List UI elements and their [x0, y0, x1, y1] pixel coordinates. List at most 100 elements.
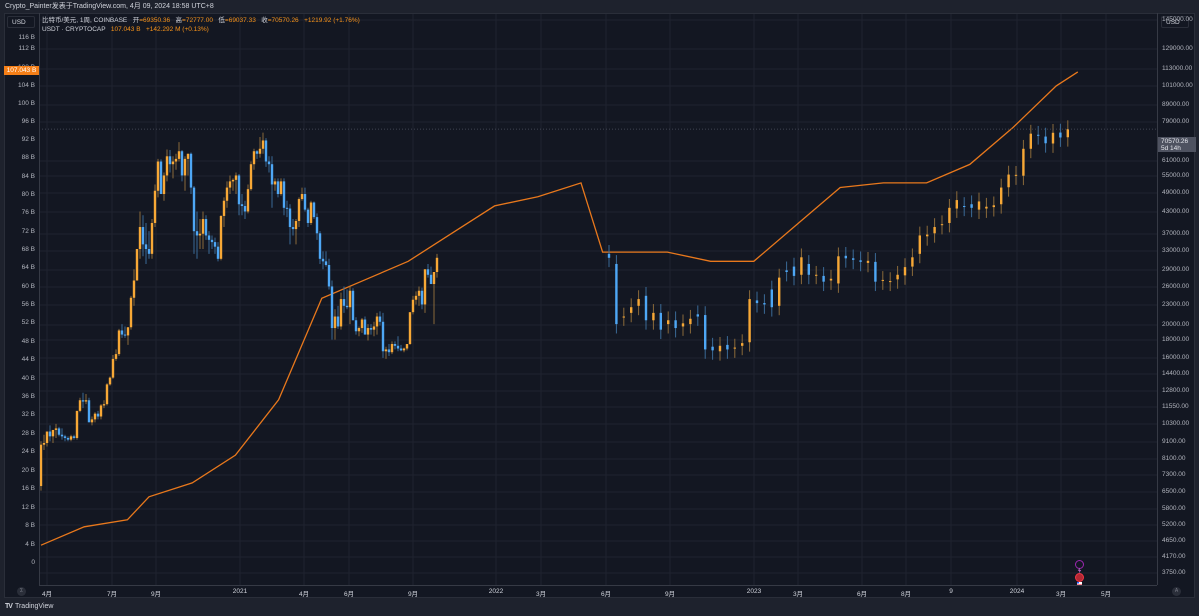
legend-open: =69350.36 [139, 17, 171, 24]
left-axis-tick: 44 B [21, 356, 35, 363]
time-axis-tick: 3月 [535, 591, 547, 598]
time-axis-tick: 9 [949, 588, 953, 595]
right-axis-tick: 145000.00 [1162, 16, 1193, 23]
right-axis-tick: 14400.00 [1162, 370, 1190, 377]
right-axis-tick: 55000.00 [1162, 172, 1190, 179]
left-axis-tick: 72 B [21, 228, 35, 235]
left-axis-tick: 0 [31, 559, 35, 566]
right-axis-tick: 9100.00 [1162, 438, 1186, 445]
left-axis-tick: 32 B [21, 411, 35, 418]
chart-legend: 比特币/美元, 1周, COINBASE 开=69350.36 高=72777.… [42, 16, 360, 34]
left-currency-button[interactable]: USD [7, 16, 35, 28]
left-axis-tick: 52 B [21, 319, 35, 326]
right-axis-tick: 61000.00 [1162, 157, 1190, 164]
lightning-event-icon[interactable] [1075, 560, 1084, 574]
right-axis-tick: 8100.00 [1162, 455, 1186, 462]
right-axis-tick: 23000.00 [1162, 301, 1190, 308]
left-axis-tick: 100 B [18, 100, 35, 107]
right-price-axis[interactable]: USD 70570.26 5d 14h 145000.00 129000.00 11… [1157, 13, 1196, 585]
right-axis-tick: 4650.00 [1162, 537, 1186, 544]
last-price: 70570.26 [1161, 138, 1189, 145]
bar-countdown: 5d 14h [1161, 145, 1181, 152]
chart-plot-area[interactable] [39, 14, 1157, 585]
legend-row-btc[interactable]: 比特币/美元, 1周, COINBASE 开=69350.36 高=72777.… [42, 17, 360, 24]
time-axis-tick: 3月 [1055, 591, 1067, 598]
left-axis-tick: 112 B [18, 45, 35, 52]
left-axis-tick: 92 B [21, 136, 35, 143]
left-axis-tick: 4 B [25, 541, 35, 548]
right-axis-tick: 37000.00 [1162, 230, 1190, 237]
left-axis-tick: 64 B [21, 264, 35, 271]
right-axis-tick: 12800.00 [1162, 387, 1190, 394]
tradingview-brand[interactable]: TV TradingView [5, 603, 53, 610]
left-axis-tick: 80 B [21, 191, 35, 198]
usdt-market-cap-line [40, 71, 1079, 546]
right-axis-tick: 29000.00 [1162, 266, 1190, 273]
right-axis-tick: 43000.00 [1162, 208, 1190, 215]
right-axis-tick: 3750.00 [1162, 569, 1186, 576]
left-axis-tick: 36 B [21, 393, 35, 400]
time-axis-tick: 6月 [600, 591, 612, 598]
right-axis-tick: 5200.00 [1162, 521, 1186, 528]
right-axis-tick: 89000.00 [1162, 101, 1190, 108]
left-axis-tick: 76 B [21, 209, 35, 216]
legend-low: =69037.33 [224, 17, 256, 24]
right-axis-tick: 26000.00 [1162, 283, 1190, 290]
right-axis-tick: 4170.00 [1162, 553, 1186, 560]
right-axis-tick: 6500.00 [1162, 488, 1186, 495]
time-axis-tick: 9月 [664, 591, 676, 598]
footer: TV TradingView [0, 598, 1199, 616]
left-axis-tick: 8 B [25, 522, 35, 529]
legend-usdt-change: +142.292 M (+0.13%) [145, 26, 209, 33]
brand-name: TradingView [14, 603, 54, 610]
legend-usdt-value: 107.043 B [110, 26, 141, 33]
left-axis-tick: 88 B [21, 154, 35, 161]
time-axis-tick: 8月 [900, 591, 912, 598]
time-axis-tick: 4月 [298, 591, 310, 598]
usdt-current-value-tag: 107.043 B [4, 66, 39, 75]
time-axis-tick: 7月 [106, 591, 118, 598]
left-axis-tick: 104 B [18, 82, 35, 89]
left-axis-tick: 28 B [21, 430, 35, 437]
left-axis-tick: 68 B [21, 246, 35, 253]
right-currency-button[interactable]: USD [1161, 16, 1189, 28]
right-axis-tick: 79000.00 [1162, 118, 1190, 125]
left-axis-tick: 60 B [21, 283, 35, 290]
time-axis-tick: 2024 [1009, 588, 1025, 595]
right-axis-tick: 101000.00 [1162, 82, 1193, 89]
time-axis-tick: 2021 [232, 588, 248, 595]
auto-scale-button[interactable]: A [1172, 587, 1181, 596]
time-axis[interactable]: 4月 7月 9月 2021 4月 6月 9月 2022 3月 6月 9月 2023 3月 6月 8月 9 202… [39, 585, 1157, 598]
left-axis-tick: 96 B [21, 118, 35, 125]
right-axis-tick: 11550.00 [1162, 403, 1189, 410]
right-axis-tick: 20000.00 [1162, 321, 1190, 328]
last-price-tag: 70570.26 5d 14h [1158, 137, 1196, 152]
legend-high: =72777.00 [182, 17, 213, 24]
left-axis-tick: 48 B [21, 338, 35, 345]
time-axis-tick: 6月 [343, 591, 355, 598]
left-axis-tick: 116 B [18, 34, 35, 41]
time-axis-tick: 6月 [856, 591, 868, 598]
left-axis-tick: 24 B [21, 448, 35, 455]
right-axis-tick: 10300.00 [1162, 420, 1190, 427]
legend-change: +1219.92 (+1.76%) [304, 17, 360, 24]
time-axis-tick: 3月 [792, 591, 804, 598]
time-axis-tick: 4月 [41, 591, 53, 598]
right-axis-tick: 33000.00 [1162, 247, 1190, 254]
right-axis-tick: 7300.00 [1162, 471, 1186, 478]
sigma-icon[interactable]: Σ [17, 587, 26, 596]
legend-row-usdt[interactable]: USDT · CRYPTOCAP 107.043 B +142.292 M (+… [42, 26, 209, 33]
time-axis-tick: 9月 [407, 591, 419, 598]
right-axis-tick: 113000.00 [1162, 65, 1193, 72]
time-axis-tick: 2023 [746, 588, 762, 595]
right-axis-tick: 16000.00 [1162, 354, 1190, 361]
left-axis-tick: 40 B [21, 375, 35, 382]
left-axis-tick: 12 B [21, 504, 35, 511]
us-flag-event-icon[interactable] [1075, 573, 1084, 585]
left-axis-tick: 16 B [21, 485, 35, 492]
right-axis-tick: 18000.00 [1162, 336, 1190, 343]
chart-title: Crypto_Painter发表于TradingView.com, 4月 09,… [0, 0, 1199, 13]
time-axis-tick: 5月 [1100, 591, 1112, 598]
left-axis-tick: 56 B [21, 301, 35, 308]
